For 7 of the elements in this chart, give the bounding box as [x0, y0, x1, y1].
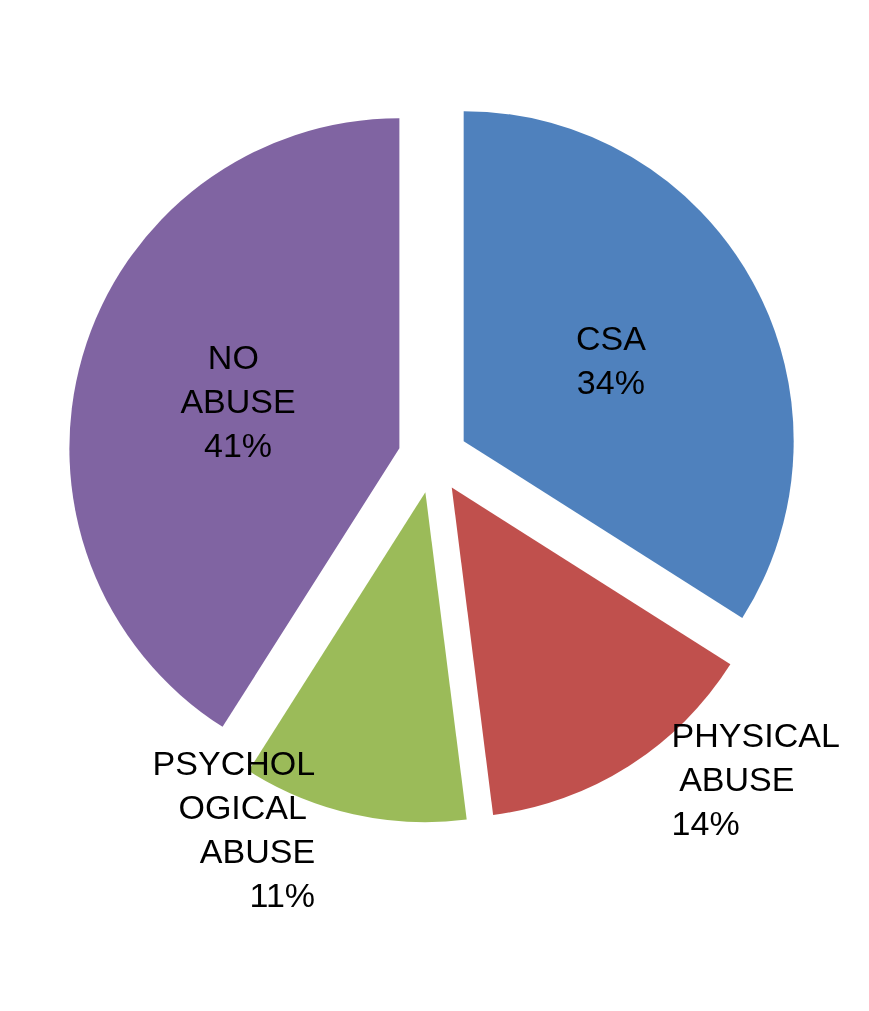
- data-label: 41%: [204, 426, 273, 465]
- data-label: 11%: [249, 875, 316, 914]
- slice-label: CSA: [575, 319, 647, 358]
- data-label: 34%: [576, 363, 645, 402]
- slice-label: NO ABUSE: [180, 338, 296, 421]
- slice-label: PHYSICAL ABUSE: [671, 715, 840, 798]
- data-label: 14%: [671, 803, 740, 842]
